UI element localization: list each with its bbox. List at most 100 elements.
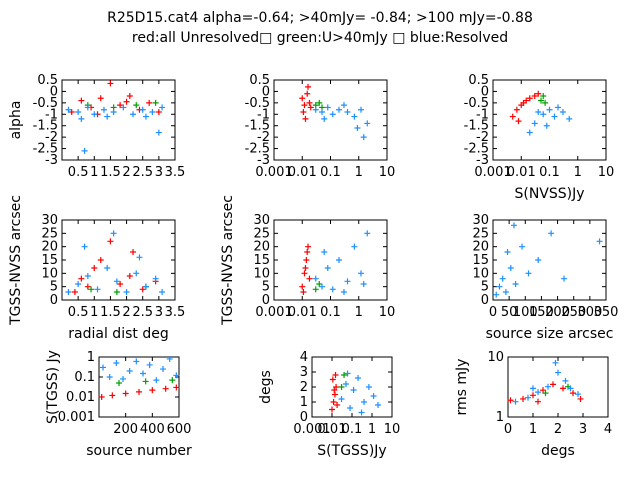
y-tick-label: 0 [262,293,270,308]
data-point-blue [360,281,367,287]
x-tick-label: 10 [598,165,615,180]
data-point-red [577,395,584,402]
x-tick-label: 100 [513,305,538,320]
data-point-blue [370,393,377,399]
data-point-red [329,406,335,413]
data-point-blue [499,275,506,282]
data-point-blue [166,355,173,362]
data-point-blue [312,275,319,282]
y-tick-label: 30 [41,213,58,228]
y-tick-label: 0.1 [74,370,95,385]
y-tick-label: 0.01 [66,390,95,405]
data-point-blue [146,361,153,368]
y-tick-label: 0 [50,293,58,308]
y-tick-label: -1.5 [464,119,489,134]
data-point-green [142,378,149,385]
x-axis-label: source number [86,443,192,459]
data-point-blue [94,286,101,293]
x-tick-label: 1 [355,305,363,320]
y-tick-label: 5 [50,280,58,295]
y-tick-label: 5 [481,280,489,295]
data-point-green [542,390,549,397]
y-tick-label: 25 [253,226,270,241]
y-tick-label: 0 [300,410,308,425]
x-tick-label: 4 [604,422,612,437]
y-axis-label: S(TGSS) Jy [45,350,61,424]
data-point-red [535,90,542,97]
plot-frame [273,79,388,161]
data-point-red [300,109,307,115]
y-tick-label: 30 [253,213,270,228]
data-point-blue [155,129,162,136]
data-point-red [84,283,91,290]
data-point-blue [510,222,517,229]
data-point-blue [545,383,551,390]
data-point-blue [75,281,82,287]
data-point-green [152,99,159,106]
x-tick-label: 3 [155,305,163,320]
y-axis-label: alpha [8,101,24,140]
plot-frame [507,356,609,418]
data-point-blue [507,265,514,271]
data-point-blue [120,375,126,382]
y-tick-label: -2 [257,130,270,145]
x-tick-label: 0.01 [318,422,347,437]
data-point-red [107,80,114,87]
data-point-blue [329,286,336,293]
data-point-red [136,388,142,395]
data-point-red [301,102,308,109]
y-tick-label: 1 [496,410,504,425]
data-point-blue [496,283,503,290]
data-point-blue [360,134,367,141]
data-point-blue [350,387,357,393]
y-tick-label: 0.5 [37,73,58,88]
y-tick-label: -2 [476,130,489,145]
y-tick-label: 15 [253,253,270,268]
data-point-blue [81,147,88,154]
y-tick-label: -0.5 [464,96,489,111]
data-point-blue [519,243,526,250]
y-tick-label: 10 [487,350,504,365]
data-point-red [303,257,310,263]
y-axis-label: TGSS-NVSS arcsec [220,195,236,326]
data-point-red [126,93,133,99]
x-tick-label: 0.1 [539,165,560,180]
x-tick-label: 0 [504,422,512,437]
data-point-blue [65,106,72,113]
x-tick-label: 0.1 [342,422,363,437]
data-point-blue [136,254,143,261]
x-tick-label: 3.5 [165,305,186,320]
x-axis-label: degs [541,443,575,459]
data-point-blue [543,122,550,129]
x-tick-label: 2 [122,305,130,320]
data-point-red [520,395,526,402]
data-point-blue [113,278,120,285]
data-point-blue [535,109,542,115]
data-point-green [542,99,549,106]
data-point-red [109,392,116,399]
data-point-red [107,238,114,245]
data-point-red [139,286,146,293]
data-point-blue [133,270,140,277]
data-point-red [520,99,527,106]
data-point-red [68,109,75,115]
data-point-blue [340,102,347,109]
data-point-blue [84,273,91,279]
data-point-blue [153,377,160,384]
data-point-red [122,390,129,397]
y-tick-label: -2.5 [245,142,270,157]
data-point-red [300,289,307,295]
data-point-blue [504,249,511,255]
data-point-green [338,384,345,390]
data-point-blue [152,275,159,282]
y-tick-label: 4 [300,350,308,365]
data-point-blue [123,289,130,295]
data-point-blue [329,111,336,118]
y-tick-label: 20 [41,240,58,255]
plot-frame [61,219,176,301]
x-tick-label: 300 [577,305,602,320]
y-tick-label: 1 [300,395,308,410]
data-point-blue [364,120,371,127]
data-point-red [550,381,556,388]
